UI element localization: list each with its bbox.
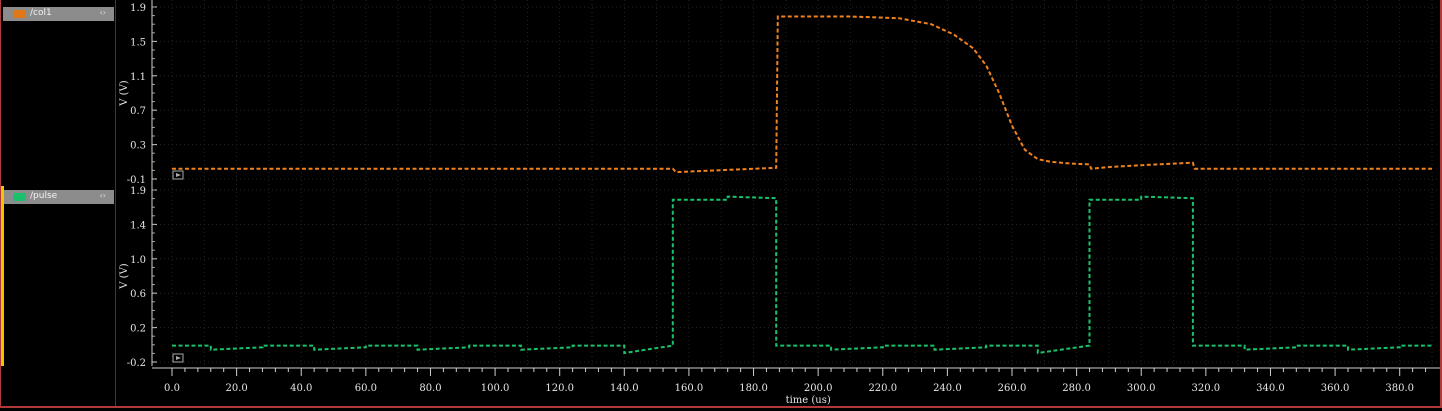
panel-marker-arrow (176, 173, 181, 177)
y-tick-label: 1.0 (130, 255, 146, 266)
panel-marker-icon (172, 353, 184, 363)
signal-name-col1: /col1 (30, 8, 52, 18)
expand-arrows-icon[interactable]: ‹› (99, 8, 106, 17)
x-tick-label: 360.0 (1321, 383, 1350, 394)
signal-color-swatch (13, 193, 26, 201)
x-tick-label: 40.0 (290, 383, 312, 394)
y-tick-label: -0.2 (127, 358, 146, 369)
y-tick-label: 0.7 (130, 106, 146, 117)
trace-col1 (172, 15, 1432, 174)
x-tick-label: 280.0 (1062, 383, 1091, 394)
x-tick-label: 160.0 (675, 383, 704, 394)
y-tick-label: 1.9 (130, 3, 146, 14)
x-axis: 0.0 20.0 40.0 60.0 80.0 100.0 120.0 140.0 160.0 1… (152, 367, 1442, 406)
x-tick-label: 60.0 (355, 383, 377, 394)
signal-sidebar: /col1 ‹› /pulse ‹› (0, 0, 116, 407)
y-axis-label: V (V) (119, 263, 130, 290)
selection-marker (1, 186, 4, 366)
y-tick-label: 1.4 (130, 220, 146, 231)
window-border-right (1440, 0, 1442, 408)
x-axis-label: time (us) (786, 395, 831, 406)
x-tick-label: 140.0 (610, 383, 639, 394)
y-tick-label: 0.6 (130, 289, 146, 300)
x-tick-label: 120.0 (545, 383, 574, 394)
x-tick-label: 340.0 (1256, 383, 1285, 394)
x-tick-label: 0.0 (164, 383, 180, 394)
x-tick-label: 20.0 (225, 383, 247, 394)
x-tick-label: 220.0 (868, 383, 897, 394)
y-tick-label: 1.1 (130, 72, 146, 83)
y-tick-label: 1.9 (130, 186, 146, 197)
panel-marker-icon (172, 170, 184, 180)
expand-arrows-icon[interactable]: ‹› (99, 191, 106, 200)
signal-header-col1[interactable]: /col1 ‹› (3, 7, 114, 21)
window-border-bottom (0, 406, 1442, 408)
x-tick-label: 300.0 (1127, 383, 1156, 394)
trace-pulse (172, 195, 1432, 355)
x-tick-label: 100.0 (481, 383, 510, 394)
x-tick-label: 180.0 (739, 383, 768, 394)
y-axis-label: V (V) (119, 80, 130, 107)
signal-name-pulse: /pulse (30, 191, 58, 201)
x-tick-label: 320.0 (1192, 383, 1221, 394)
x-tick-label: 200.0 (804, 383, 833, 394)
signal-header-pulse[interactable]: /pulse ‹› (3, 190, 114, 204)
x-tick-label: 260.0 (998, 383, 1027, 394)
x-tick-label: 380.0 (1385, 383, 1414, 394)
plot-axes: 1.9 1.5 1.1 0.7 0.3 -0.1 V (V) 1.9 1.4 1.0 0.6 0.2 -… (119, 0, 184, 369)
y-tick-label: 0.2 (130, 324, 146, 335)
plot-traces (172, 15, 1432, 355)
x-tick-label: 80.0 (419, 383, 441, 394)
signal-color-swatch (13, 10, 26, 18)
y-tick-label: 1.5 (130, 37, 146, 48)
plot-grid (152, 0, 1442, 368)
y-tick-label: -0.1 (127, 175, 146, 186)
panel-marker-arrow (176, 356, 181, 360)
y-tick-label: 0.3 (130, 141, 146, 152)
x-tick-label: 240.0 (933, 383, 962, 394)
